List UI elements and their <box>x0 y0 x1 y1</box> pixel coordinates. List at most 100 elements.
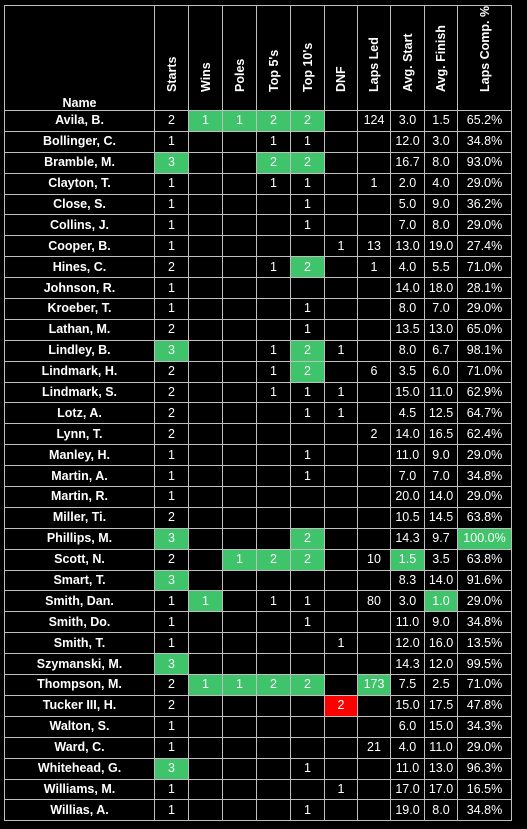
cell-laps-comp: 63.8% <box>457 548 512 571</box>
cell-top5: 1 <box>256 339 291 362</box>
cell-wins <box>188 423 223 446</box>
cell-avg-finish: 17.0 <box>424 778 458 801</box>
cell-name: Lindmark, H. <box>4 360 155 383</box>
cell-laps-comp: 62.9% <box>457 381 512 404</box>
cell-avg-start: 7.0 <box>390 214 425 237</box>
driver-stats-table: Name Starts Wins Poles Top 5's Top 10's … <box>4 5 512 822</box>
cell-top10 <box>290 486 325 508</box>
cell-name: Martin, A. <box>4 465 155 488</box>
cell-wins: 1 <box>188 674 223 696</box>
cell-avg-start: 13.0 <box>390 235 425 258</box>
cell-avg-finish: 5.5 <box>424 256 458 279</box>
table-row: Ward, C. 1 21 4.0 11.0 29.0% <box>4 736 512 759</box>
cell-poles <box>222 381 257 404</box>
cell-laps-comp: 29.0% <box>457 172 512 195</box>
header-top10-label: Top 10's <box>300 42 315 92</box>
table-row: Bollinger, C. 1 1 1 12.0 3.0 34.8% <box>4 130 512 153</box>
cell-avg-start: 4.5 <box>390 402 425 425</box>
cell-top5: 1 <box>256 590 291 613</box>
cell-avg-start: 1.5 <box>390 548 425 571</box>
cell-starts: 1 <box>154 193 189 216</box>
cell-laps-comp: 29.0% <box>457 298 512 320</box>
cell-dnf <box>324 298 358 320</box>
table-row: Lathan, M. 2 1 13.5 13.0 65.0% <box>4 318 512 341</box>
cell-top5 <box>256 444 291 467</box>
cell-top10: 2 <box>290 256 325 279</box>
cell-top5 <box>256 318 291 341</box>
cell-top5: 2 <box>256 674 291 696</box>
cell-dnf <box>324 674 358 696</box>
cell-laps-led <box>357 193 391 216</box>
cell-top5 <box>256 277 291 300</box>
cell-avg-start: 4.0 <box>390 736 425 759</box>
table-header: Name Starts Wins Poles Top 5's Top 10's … <box>4 5 512 111</box>
cell-laps-led <box>357 486 391 508</box>
table-row: Miller, Ti. 2 10.5 14.5 63.8% <box>4 506 512 529</box>
cell-top10 <box>290 277 325 300</box>
cell-top5 <box>256 632 291 655</box>
cell-avg-start: 20.0 <box>390 486 425 508</box>
header-laps-comp: Laps Comp. % <box>457 5 512 111</box>
cell-avg-finish: 3.5 <box>424 548 458 571</box>
cell-avg-finish: 16.5 <box>424 423 458 446</box>
cell-avg-start: 14.3 <box>390 653 425 676</box>
cell-laps-led <box>357 444 391 467</box>
cell-top10: 2 <box>290 110 325 132</box>
cell-laps-comp: 62.4% <box>457 423 512 446</box>
cell-top10: 1 <box>290 465 325 488</box>
cell-laps-led <box>357 339 391 362</box>
cell-top10 <box>290 715 325 738</box>
cell-top10 <box>290 569 325 592</box>
cell-starts: 1 <box>154 632 189 655</box>
table-row: Johnson, R. 1 14.0 18.0 28.1% <box>4 277 512 300</box>
cell-poles <box>222 402 257 425</box>
cell-avg-finish: 9.7 <box>424 527 458 550</box>
header-top10: Top 10's <box>290 5 325 111</box>
cell-starts: 1 <box>154 172 189 195</box>
cell-name: Smith, Do. <box>4 611 155 634</box>
header-row: Name Starts Wins Poles Top 5's Top 10's … <box>4 5 512 111</box>
cell-laps-comp: 34.8% <box>457 611 512 634</box>
table-row: Clayton, T. 1 1 1 1 2.0 4.0 29.0% <box>4 172 512 195</box>
cell-poles <box>222 527 257 550</box>
cell-top5 <box>256 235 291 258</box>
cell-avg-finish: 17.5 <box>424 694 458 717</box>
cell-top5 <box>256 214 291 237</box>
cell-wins <box>188 444 223 467</box>
cell-avg-start: 19.0 <box>390 799 425 822</box>
cell-laps-comp: 99.5% <box>457 653 512 676</box>
cell-wins <box>188 465 223 488</box>
cell-name: Kroeber, T. <box>4 298 155 320</box>
cell-top10 <box>290 778 325 801</box>
cell-starts: 3 <box>154 527 189 550</box>
cell-avg-finish: 2.5 <box>424 674 458 696</box>
cell-wins <box>188 360 223 383</box>
cell-poles <box>222 590 257 613</box>
cell-poles <box>222 569 257 592</box>
cell-top5 <box>256 694 291 717</box>
cell-avg-finish: 6.0 <box>424 360 458 383</box>
cell-avg-start: 14.0 <box>390 277 425 300</box>
cell-avg-start: 8.0 <box>390 298 425 320</box>
table-row: Hines, C. 2 1 2 1 4.0 5.5 71.0% <box>4 256 512 279</box>
cell-dnf: 1 <box>324 632 358 655</box>
cell-top10 <box>290 632 325 655</box>
cell-avg-start: 5.0 <box>390 193 425 216</box>
cell-name: Whitehead, G. <box>4 757 155 780</box>
cell-starts: 1 <box>154 799 189 822</box>
cell-avg-finish: 9.0 <box>424 193 458 216</box>
cell-avg-finish: 13.0 <box>424 757 458 780</box>
cell-starts: 3 <box>154 339 189 362</box>
cell-wins <box>188 151 223 174</box>
cell-top10: 1 <box>290 130 325 153</box>
cell-wins <box>188 799 223 822</box>
cell-avg-start: 12.0 <box>390 632 425 655</box>
table-row: Manley, H. 1 1 11.0 9.0 29.0% <box>4 444 512 467</box>
cell-poles <box>222 778 257 801</box>
cell-laps-led: 80 <box>357 590 391 613</box>
cell-name: Smith, T. <box>4 632 155 655</box>
cell-avg-start: 8.0 <box>390 339 425 362</box>
cell-poles <box>222 653 257 676</box>
cell-avg-start: 11.0 <box>390 611 425 634</box>
cell-top5 <box>256 799 291 822</box>
